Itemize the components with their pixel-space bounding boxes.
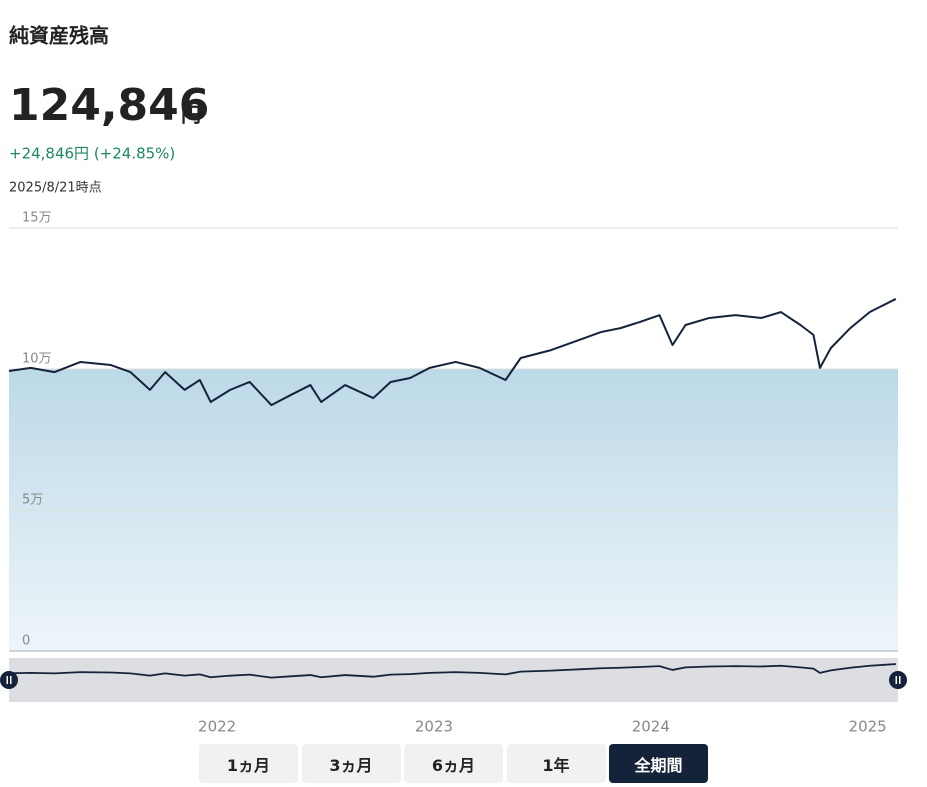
unit: 円 — [181, 103, 201, 127]
range-button[interactable]: 3ヵ月 — [301, 744, 401, 783]
x-tick-label: 2023 — [415, 718, 453, 736]
range-button[interactable]: 全期間 — [609, 744, 708, 783]
range-button[interactable]: 1ヵ月 — [199, 744, 298, 783]
y-tick-label: 0 — [22, 634, 30, 649]
navigator-handle — [889, 671, 907, 689]
navigator-line — [8, 663, 896, 679]
handle-grip — [6, 676, 8, 684]
handle-grip — [895, 676, 897, 684]
y-tick-label: 15万 — [22, 211, 52, 226]
title: 純資産残高 — [9, 24, 109, 48]
change: +24,846円 (+24.85%) — [9, 145, 175, 163]
handle-grip — [899, 676, 901, 684]
as-of: 2025/8/21時点 — [9, 181, 102, 196]
amount: 124,846 — [9, 80, 209, 131]
x-tick-label: 2022 — [198, 718, 236, 736]
range-button[interactable]: 6ヵ月 — [404, 744, 503, 783]
line — [8, 298, 897, 407]
handle-grip — [10, 676, 12, 684]
y-tick-label: 5万 — [22, 493, 43, 508]
x-tick-label: 2025 — [849, 718, 887, 736]
navigator — [9, 658, 898, 702]
y-tick-label: 10万 — [22, 352, 52, 367]
navigator-handle — [0, 671, 18, 689]
x-tick-label: 2024 — [632, 718, 670, 736]
range-button[interactable]: 1年 — [506, 744, 606, 783]
